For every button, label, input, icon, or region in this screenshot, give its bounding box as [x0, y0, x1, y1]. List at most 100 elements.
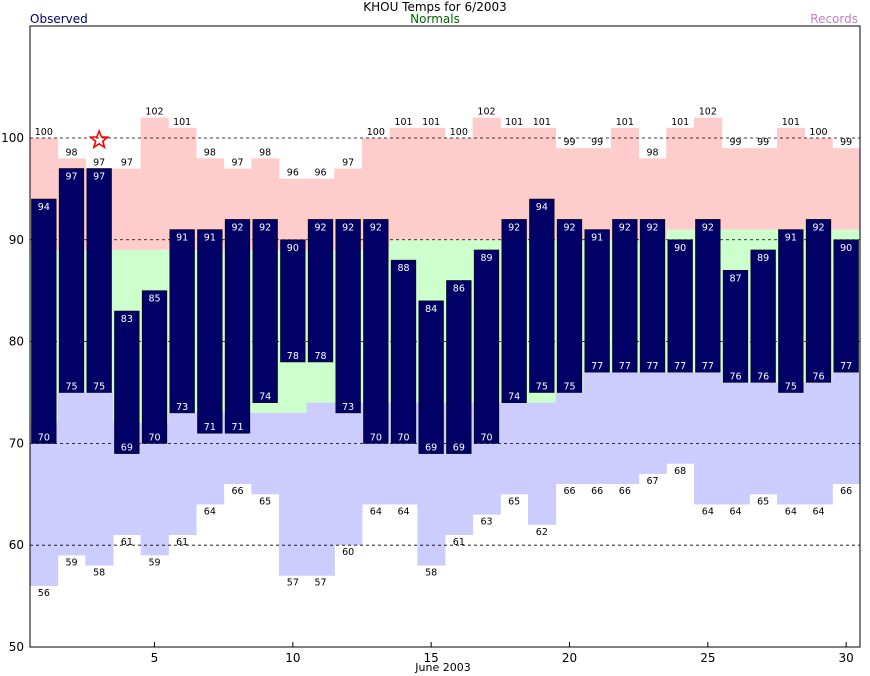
observed-bar — [529, 198, 555, 393]
observed-low-label: 70 — [480, 432, 492, 443]
observed-bar — [58, 168, 85, 393]
observed-high-label: 83 — [121, 314, 133, 325]
record-low-label: 61 — [453, 537, 465, 548]
record-high-label: 101 — [422, 117, 440, 128]
record-high-label: 101 — [533, 117, 551, 128]
record-high-label: 97 — [121, 158, 133, 169]
observed-bar — [501, 219, 527, 403]
record-low-label: 64 — [397, 506, 409, 517]
observed-low-label: 77 — [840, 361, 852, 372]
record-low-band — [279, 412, 308, 576]
record-low-label: 61 — [121, 537, 133, 548]
chart-title: KHOU Temps for 6/2003 — [363, 0, 507, 14]
record-high-band — [804, 137, 833, 230]
record-low-band — [832, 372, 861, 485]
record-high-label: 98 — [65, 147, 77, 158]
observed-bar — [390, 259, 417, 444]
record-high-band — [583, 148, 612, 240]
record-high-label: 101 — [394, 117, 412, 128]
record-low-label: 61 — [176, 537, 188, 548]
record-low-band — [694, 372, 723, 505]
observed-low-label: 76 — [757, 371, 769, 382]
observed-low-label: 69 — [425, 443, 437, 454]
observed-bar — [556, 219, 583, 393]
observed-high-label: 92 — [812, 222, 824, 233]
record-low-band — [638, 372, 667, 474]
observed-bar — [252, 219, 278, 403]
observed-bar — [778, 229, 804, 393]
observed-high-label: 87 — [729, 273, 741, 284]
y-tick-label: 60 — [9, 538, 24, 552]
observed-low-label: 76 — [729, 371, 741, 382]
observed-high-label: 97 — [65, 172, 77, 183]
record-low-band — [666, 372, 695, 464]
observed-high-label: 88 — [397, 263, 409, 274]
observed-low-label: 77 — [646, 361, 658, 372]
record-low-band — [555, 392, 584, 485]
observed-bar — [169, 229, 195, 414]
plot-frame — [29, 25, 861, 648]
observed-high-label: 91 — [785, 233, 797, 244]
record-high-label: 99 — [563, 137, 575, 148]
observed-high-label: 91 — [591, 233, 603, 244]
record-low-label: 57 — [287, 578, 299, 589]
record-low-label: 64 — [702, 506, 714, 517]
observed-bar — [280, 239, 306, 363]
record-low-label: 57 — [314, 578, 326, 589]
observed-high-label: 92 — [370, 222, 382, 233]
record-high-label: 96 — [314, 168, 326, 179]
y-tick-label: 80 — [9, 335, 24, 349]
observed-high-label: 90 — [674, 243, 686, 254]
record-low-label: 64 — [812, 506, 824, 517]
record-high-label: 99 — [757, 137, 769, 148]
observed-low-label: 75 — [93, 381, 105, 392]
record-low-band — [611, 372, 640, 485]
observed-high-label: 90 — [287, 243, 299, 254]
record-high-label: 98 — [259, 147, 271, 158]
record-low-label: 64 — [785, 506, 797, 517]
observed-bar — [473, 249, 500, 444]
record-high-label: 100 — [367, 127, 385, 138]
record-high-label: 97 — [93, 158, 105, 169]
record-high-label: 101 — [173, 117, 191, 128]
record-low-band — [334, 402, 363, 546]
record-high-band — [721, 148, 750, 230]
observed-bar — [418, 300, 444, 454]
observed-low-label: 70 — [148, 432, 160, 443]
record-high-band — [666, 127, 695, 230]
x-tick-label: 25 — [700, 651, 715, 665]
observed-high-label: 84 — [425, 304, 437, 315]
record-low-band — [749, 382, 778, 495]
record-low-label: 64 — [204, 506, 216, 517]
record-low-label: 56 — [38, 588, 50, 599]
observed-bar — [363, 219, 389, 444]
observed-low-label: 74 — [508, 392, 520, 403]
record-high-label: 102 — [699, 107, 717, 118]
record-high-band — [749, 148, 778, 230]
record-high-label: 102 — [145, 107, 163, 118]
observed-high-label: 92 — [619, 222, 631, 233]
observed-low-label: 78 — [287, 351, 299, 362]
record-low-band — [583, 372, 612, 485]
record-low-band — [306, 402, 335, 576]
observed-low-label: 78 — [314, 351, 326, 362]
gridlines — [30, 137, 860, 546]
record-high-band — [140, 117, 169, 250]
observed-low-label: 77 — [619, 361, 631, 372]
record-high-label: 100 — [35, 127, 53, 138]
record-low-label: 65 — [508, 496, 520, 507]
record-high-label: 97 — [342, 158, 354, 169]
observed-low-label: 75 — [65, 381, 77, 392]
observed-low-label: 69 — [121, 443, 133, 454]
record-low-label: 59 — [148, 557, 160, 568]
observed-high-label: 90 — [840, 243, 852, 254]
observed-bar — [307, 219, 334, 363]
record-low-band — [251, 412, 280, 495]
value-labels: 100 56 94 70 98 59 97 75 97 58 97 75 97 61 83 69 102 59 85… — [35, 107, 852, 599]
record-high-label: 101 — [616, 117, 634, 128]
observed-bar — [141, 290, 168, 444]
record-low-label: 64 — [370, 506, 382, 517]
observed-bar — [31, 198, 57, 444]
observed-bars — [31, 168, 859, 454]
